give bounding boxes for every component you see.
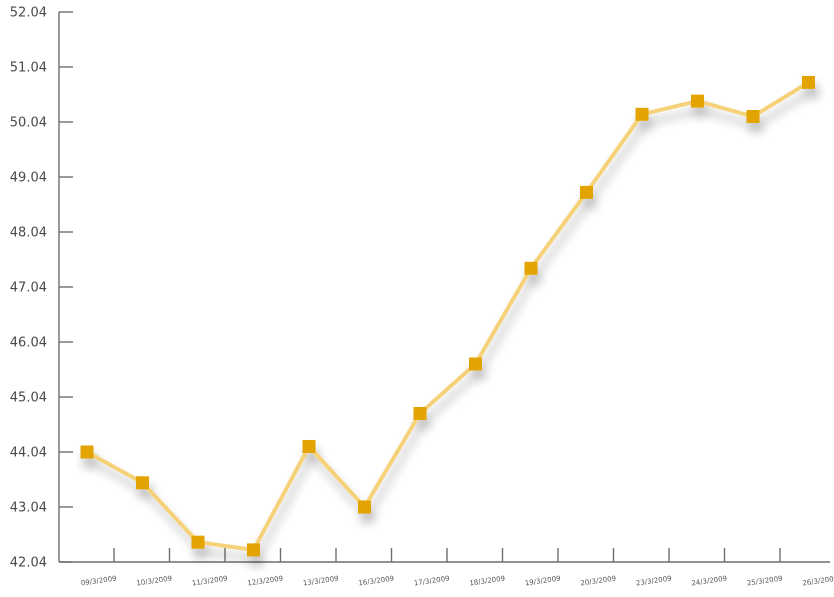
data-point <box>635 107 649 121</box>
y-tick-label: 51.04 <box>10 61 47 76</box>
data-point <box>524 261 538 275</box>
y-tick-label: 42.04 <box>10 556 47 571</box>
y-tick-label: 50.04 <box>10 116 47 131</box>
x-tick-label: 24/3/2009 <box>691 575 728 588</box>
x-tick-label: 12/3/2009 <box>247 575 284 588</box>
y-tick-label: 47.04 <box>10 281 47 296</box>
data-point <box>580 185 593 199</box>
data-point <box>691 94 704 108</box>
data-point <box>191 535 205 549</box>
y-tick-label: 45.04 <box>10 391 47 406</box>
data-point <box>469 357 482 371</box>
y-tick-label: 48.04 <box>10 226 47 241</box>
y-tick-label: 49.04 <box>10 171 47 186</box>
data-point <box>358 500 371 514</box>
plot-area <box>80 75 815 557</box>
data-point <box>80 445 94 459</box>
data-point <box>247 543 260 557</box>
x-axis-ticks: 09/3/2009 10/3/2009 11/3/2009 12/3/2009 13/3… <box>80 548 834 587</box>
x-tick-label: 16/3/2009 <box>358 575 395 588</box>
data-point <box>302 440 316 453</box>
x-tick-label: 26/3/2009 <box>802 575 834 588</box>
y-axis-ticks: 52.04 51.04 50.04 49.04 48.04 47.04 46.04 45.04… <box>10 6 73 571</box>
data-point <box>802 75 815 89</box>
data-point <box>413 407 427 420</box>
series-line <box>85 80 811 552</box>
x-tick-label: 17/3/2009 <box>413 575 450 588</box>
x-tick-label: 19/3/2009 <box>524 575 561 588</box>
x-tick-label: 09/3/2009 <box>80 575 117 588</box>
x-tick-label: 13/3/2009 <box>302 575 339 588</box>
axes <box>58 12 830 563</box>
x-tick-label: 18/3/2009 <box>469 575 506 588</box>
y-tick-label: 44.04 <box>10 446 47 461</box>
x-tick-label: 11/3/2009 <box>191 575 228 588</box>
y-tick-label: 52.04 <box>10 6 47 21</box>
x-tick-label: 25/3/2009 <box>746 575 783 588</box>
x-tick-label: 10/3/2009 <box>136 575 173 588</box>
data-point <box>746 110 760 123</box>
data-point <box>136 476 149 490</box>
y-tick-label: 43.04 <box>10 501 47 516</box>
x-tick-label: 20/3/2009 <box>580 575 617 588</box>
x-tick-label: 23/3/2009 <box>635 575 672 588</box>
y-tick-label: 46.04 <box>10 336 47 351</box>
